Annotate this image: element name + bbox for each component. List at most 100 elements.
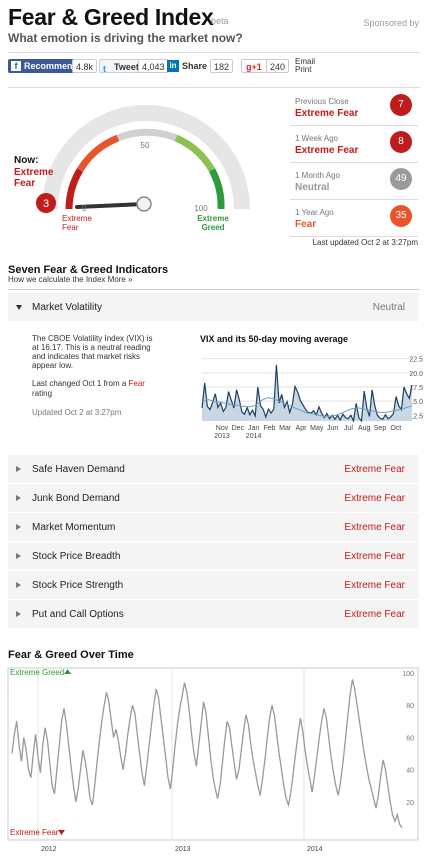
vix-x-tick: Feb xyxy=(263,425,275,432)
chevron-right-icon xyxy=(16,495,21,501)
facebook-recommend-button[interactable]: f Recommend xyxy=(8,59,83,73)
gauge-tick-100: 100 xyxy=(194,204,208,213)
triangle-up-icon xyxy=(64,669,71,674)
twitter-icon: t xyxy=(103,64,106,74)
last-updated: Last updated Oct 2 at 3:27pm xyxy=(312,238,418,247)
vix-y-tick: 12.5 xyxy=(409,413,423,420)
gauge-hub xyxy=(136,196,152,212)
beta-badge: beta xyxy=(211,16,229,26)
now-label: Now: xyxy=(14,155,39,166)
vix-chart-title: VIX and its 50-day moving average xyxy=(200,334,349,344)
extreme-greed-label: Extreme Greed xyxy=(10,668,64,677)
indicator-value: Extreme Fear xyxy=(344,464,405,475)
tweet-label: Tweet xyxy=(114,62,139,72)
current-score: 3 xyxy=(43,198,49,210)
indicators-more-link[interactable]: How we calculate the Index More » xyxy=(8,275,133,284)
over-time-y-tick: 100 xyxy=(402,671,414,678)
history-value: Extreme Fear xyxy=(295,145,359,156)
indicator-row-market-volatility[interactable]: Market Volatility Neutral xyxy=(8,293,419,322)
vix-y-tick: 15.0 xyxy=(409,399,423,406)
history-value: Neutral xyxy=(295,182,330,193)
vix-x-tick: Dec xyxy=(232,425,245,432)
vix-description: The CBOE Volatility Index (VIX) is at 16… xyxy=(32,334,153,370)
over-time-y-tick: 20 xyxy=(406,800,414,807)
indicator-value: Extreme Fear xyxy=(344,522,405,533)
email-print-links: Email Print xyxy=(295,58,315,74)
vix-detail-panel: The CBOE Volatility Index (VIX) is at 16… xyxy=(8,323,423,454)
history-label: 1 Week Ago xyxy=(295,134,338,143)
over-time-y-tick: 80 xyxy=(406,703,414,710)
history-row: Previous Close Extreme Fear 7 xyxy=(290,90,418,126)
linkedin-share-button[interactable]: in Share xyxy=(167,59,207,73)
history-value: Extreme Fear xyxy=(295,108,359,119)
vix-x-tick: Sep xyxy=(374,425,387,432)
indicator-row-put-and-call-options[interactable]: Put and Call Options Extreme Fear xyxy=(8,600,419,629)
indicator-value: Extreme Fear xyxy=(344,551,405,562)
history-row: 1 Week Ago Extreme Fear 8 xyxy=(290,127,418,163)
over-time-series-line xyxy=(11,679,403,828)
indicator-row-safe-haven-demand[interactable]: Safe Haven Demand Extreme Fear xyxy=(8,455,419,484)
indicator-value: Extreme Fear xyxy=(344,609,405,620)
chevron-right-icon xyxy=(16,611,21,617)
gauge-band-greed xyxy=(208,168,225,210)
vix-updated: Updated Oct 2 at 3:27pm xyxy=(32,408,122,417)
indicator-label: Stock Price Breadth xyxy=(32,551,121,562)
indicator-label: Junk Bond Demand xyxy=(32,493,120,504)
gauge-band-fear xyxy=(65,168,84,210)
over-time-title: Fear & Greed Over Time xyxy=(8,649,134,661)
vix-y-tick: 20.0 xyxy=(409,371,423,378)
divider xyxy=(8,289,420,290)
print-link[interactable]: Print xyxy=(295,65,312,74)
chevron-right-icon xyxy=(16,582,21,588)
vix-area xyxy=(202,364,412,421)
indicator-value: Neutral xyxy=(372,302,405,313)
indicator-row-market-momentum[interactable]: Market Momentum Extreme Fear xyxy=(8,513,419,542)
tweet-count: 4,043 xyxy=(138,59,169,73)
vix-x-tick: Jul xyxy=(344,425,353,432)
page-title: Fear & Greed Index xyxy=(8,4,214,30)
email-link[interactable]: Email xyxy=(295,57,316,66)
indicator-row-stock-price-strength[interactable]: Stock Price Strength Extreme Fear xyxy=(8,571,419,600)
vix-changed-suffix: rating xyxy=(32,389,53,398)
vix-x-tick: Mar xyxy=(279,425,292,432)
gauge-band-fear-orange xyxy=(76,134,120,172)
gauge-band-neutral xyxy=(116,128,178,142)
over-time-y-tick: 60 xyxy=(406,735,414,742)
gauge-outer-ring xyxy=(42,105,250,210)
gauge-right-label: Extreme Greed xyxy=(197,214,229,232)
vix-x-tick: Jun xyxy=(327,425,338,432)
indicator-row-junk-bond-demand[interactable]: Junk Bond Demand Extreme Fear xyxy=(8,484,419,513)
vix-x-tick: Apr xyxy=(296,425,308,432)
vix-y-tick: 22.5 xyxy=(409,357,423,364)
over-time-x-tick: 2013 xyxy=(175,846,191,853)
history-score-badge: 49 xyxy=(390,168,412,190)
over-time-y-tick: 40 xyxy=(406,768,414,775)
recommend-label: Recommend xyxy=(24,61,79,71)
indicator-row-stock-price-breadth[interactable]: Stock Price Breadth Extreme Fear xyxy=(8,542,419,571)
vix-series-line xyxy=(201,364,413,424)
history-score-badge: 35 xyxy=(390,205,412,227)
vix-x-tick: 2014 xyxy=(246,433,262,440)
indicator-value: Extreme Fear xyxy=(344,493,405,504)
triangle-down-icon xyxy=(58,830,65,835)
indicators-title: Seven Fear & Greed Indicators xyxy=(8,264,169,276)
recommend-count: 4.8k xyxy=(72,59,98,73)
divider xyxy=(8,87,420,88)
gplus-count: 240 xyxy=(266,59,290,73)
linkedin-icon: in xyxy=(167,60,179,72)
vix-x-tick: Oct xyxy=(390,425,401,432)
vix-x-tick: May xyxy=(310,425,324,432)
over-time-x-tick: 2012 xyxy=(41,846,57,853)
vix-y-tick: 17.5 xyxy=(409,385,423,392)
google-plus-button[interactable]: g+1 xyxy=(241,59,267,73)
current-score-circle xyxy=(36,193,56,213)
vix-moving-average-line xyxy=(201,397,413,417)
extreme-fear-label: Extreme Fear xyxy=(10,828,59,837)
gauge-needle xyxy=(75,202,146,209)
indicator-label: Market Volatility xyxy=(32,302,103,313)
gauge-left-label: Extreme Fear xyxy=(62,214,92,232)
chevron-right-icon xyxy=(16,466,21,472)
history-value: Fear xyxy=(295,219,317,230)
now-value: Extreme Fear xyxy=(14,167,54,189)
